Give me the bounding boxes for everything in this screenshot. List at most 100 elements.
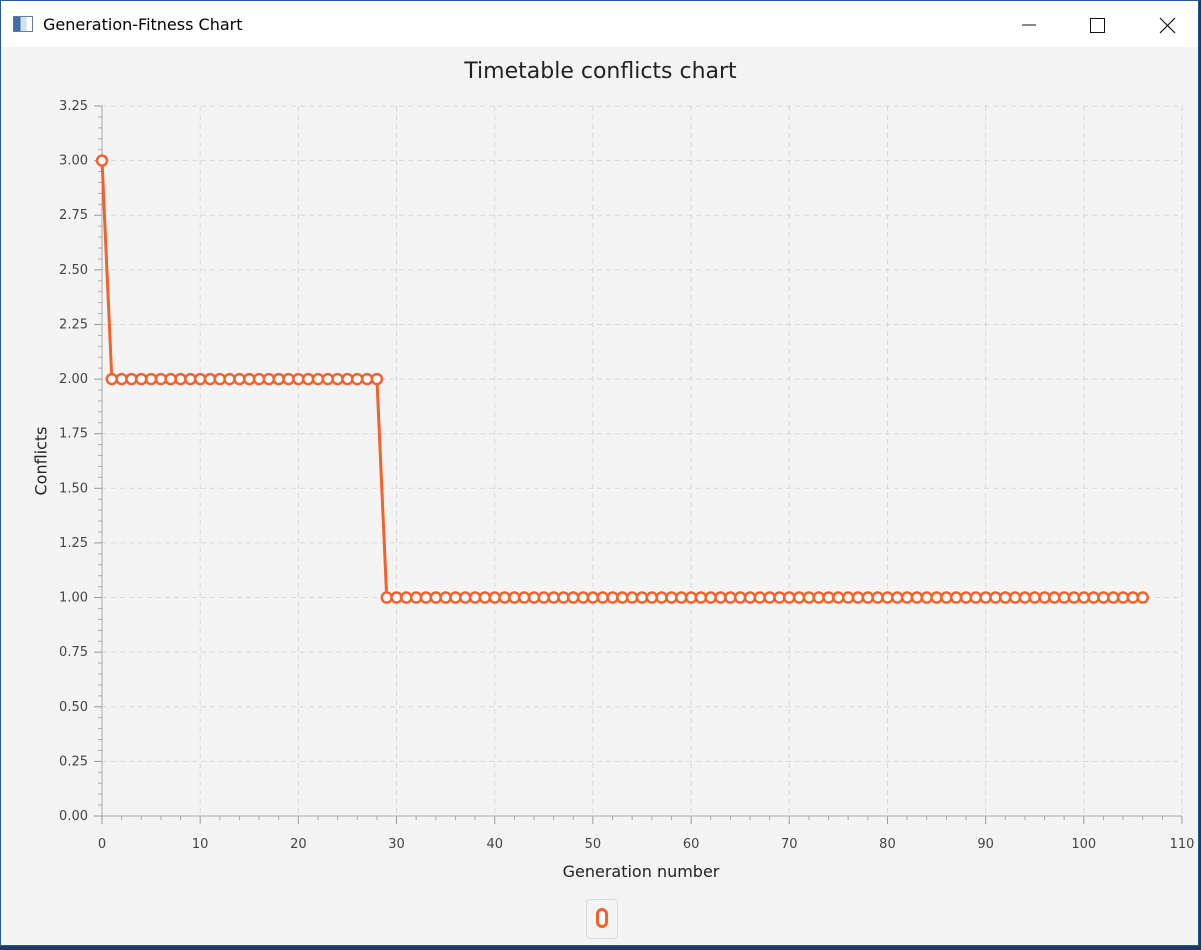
data-point[interactable] <box>390 591 403 604</box>
data-point[interactable] <box>802 591 816 604</box>
data-point[interactable] <box>223 372 236 386</box>
data-point[interactable] <box>989 591 1002 604</box>
data-point[interactable] <box>773 591 786 604</box>
data-point[interactable] <box>380 591 393 604</box>
data-point[interactable] <box>881 591 894 604</box>
data-point[interactable] <box>920 591 933 604</box>
data-point[interactable] <box>999 591 1012 604</box>
data-point[interactable] <box>861 591 875 604</box>
data-point[interactable] <box>154 372 168 386</box>
data-point[interactable] <box>822 591 835 604</box>
data-point[interactable] <box>360 372 374 386</box>
data-point[interactable] <box>184 372 197 386</box>
data-point[interactable] <box>910 591 924 604</box>
data-point[interactable] <box>252 372 266 386</box>
data-point[interactable] <box>370 372 384 386</box>
data-point[interactable] <box>792 591 806 604</box>
data-point[interactable] <box>115 372 128 386</box>
data-point[interactable] <box>1067 591 1081 604</box>
data-point[interactable] <box>478 591 492 604</box>
data-point[interactable] <box>979 591 992 604</box>
data-point[interactable] <box>940 591 953 604</box>
data-point[interactable] <box>144 372 158 386</box>
data-point[interactable] <box>724 591 737 604</box>
data-point[interactable] <box>576 591 590 604</box>
data-point[interactable] <box>203 372 217 386</box>
data-point[interactable] <box>1028 591 1041 604</box>
data-point[interactable] <box>871 591 884 604</box>
data-point[interactable] <box>783 591 796 604</box>
data-point[interactable] <box>1107 591 1120 604</box>
data-point[interactable] <box>174 372 187 386</box>
legend[interactable] <box>586 899 618 939</box>
data-point[interactable] <box>930 591 943 604</box>
data-point[interactable] <box>625 591 639 604</box>
data-point[interactable] <box>949 591 963 604</box>
data-point[interactable] <box>135 372 148 386</box>
data-point[interactable] <box>193 372 207 386</box>
data-point[interactable] <box>1038 591 1051 604</box>
data-point[interactable] <box>684 591 698 604</box>
data-point[interactable] <box>459 591 472 604</box>
data-point[interactable] <box>900 591 914 604</box>
data-point[interactable] <box>851 591 865 604</box>
data-point[interactable] <box>419 591 433 604</box>
data-point[interactable] <box>714 591 727 604</box>
data-point[interactable] <box>213 372 227 386</box>
data-point[interactable] <box>429 591 443 604</box>
data-point[interactable] <box>635 591 649 604</box>
data-point[interactable] <box>321 372 335 386</box>
data-point[interactable] <box>753 591 767 604</box>
minimize-button[interactable] <box>1006 1 1052 47</box>
data-point[interactable] <box>537 591 551 604</box>
data-point[interactable] <box>272 372 285 386</box>
data-point[interactable] <box>616 591 629 604</box>
data-point[interactable] <box>439 591 452 604</box>
data-point[interactable] <box>527 591 541 604</box>
data-point[interactable] <box>645 591 659 604</box>
maximize-button[interactable] <box>1074 1 1120 47</box>
data-point[interactable] <box>164 372 177 386</box>
data-point[interactable] <box>125 372 138 386</box>
data-point[interactable] <box>409 591 423 604</box>
data-point[interactable] <box>596 591 609 604</box>
data-point[interactable] <box>282 372 295 386</box>
data-point[interactable] <box>1077 591 1091 604</box>
data-point[interactable] <box>763 591 776 604</box>
data-point[interactable] <box>665 591 678 604</box>
data-point[interactable] <box>233 372 246 386</box>
data-point[interactable] <box>351 372 364 386</box>
data-point[interactable] <box>655 591 668 604</box>
data-point[interactable] <box>704 591 717 604</box>
data-point[interactable] <box>1126 591 1140 604</box>
data-point[interactable] <box>959 591 973 604</box>
data-point[interactable] <box>743 591 757 604</box>
close-button[interactable] <box>1144 1 1190 47</box>
data-point[interactable] <box>301 372 315 386</box>
data-point[interactable] <box>841 591 855 604</box>
data-point[interactable] <box>1097 591 1110 604</box>
data-point[interactable] <box>694 591 708 604</box>
data-point[interactable] <box>95 154 109 167</box>
data-point[interactable] <box>969 591 983 604</box>
data-point[interactable] <box>400 591 413 604</box>
data-point[interactable] <box>1057 591 1071 604</box>
data-point[interactable] <box>105 372 119 386</box>
data-point[interactable] <box>1116 591 1130 604</box>
data-point[interactable] <box>331 372 344 386</box>
data-point[interactable] <box>606 591 619 604</box>
data-point[interactable] <box>498 591 511 604</box>
data-point[interactable] <box>292 372 305 386</box>
data-point[interactable] <box>1008 591 1022 604</box>
data-point[interactable] <box>341 372 354 386</box>
data-point[interactable] <box>488 591 501 604</box>
data-point[interactable] <box>262 372 276 386</box>
data-point[interactable] <box>311 372 325 386</box>
data-point[interactable] <box>567 591 580 604</box>
data-point[interactable] <box>449 591 462 604</box>
data-point[interactable] <box>243 372 256 386</box>
data-point[interactable] <box>1136 591 1149 604</box>
data-point[interactable] <box>517 591 531 604</box>
data-point[interactable] <box>557 591 570 604</box>
data-point[interactable] <box>1087 591 1100 604</box>
